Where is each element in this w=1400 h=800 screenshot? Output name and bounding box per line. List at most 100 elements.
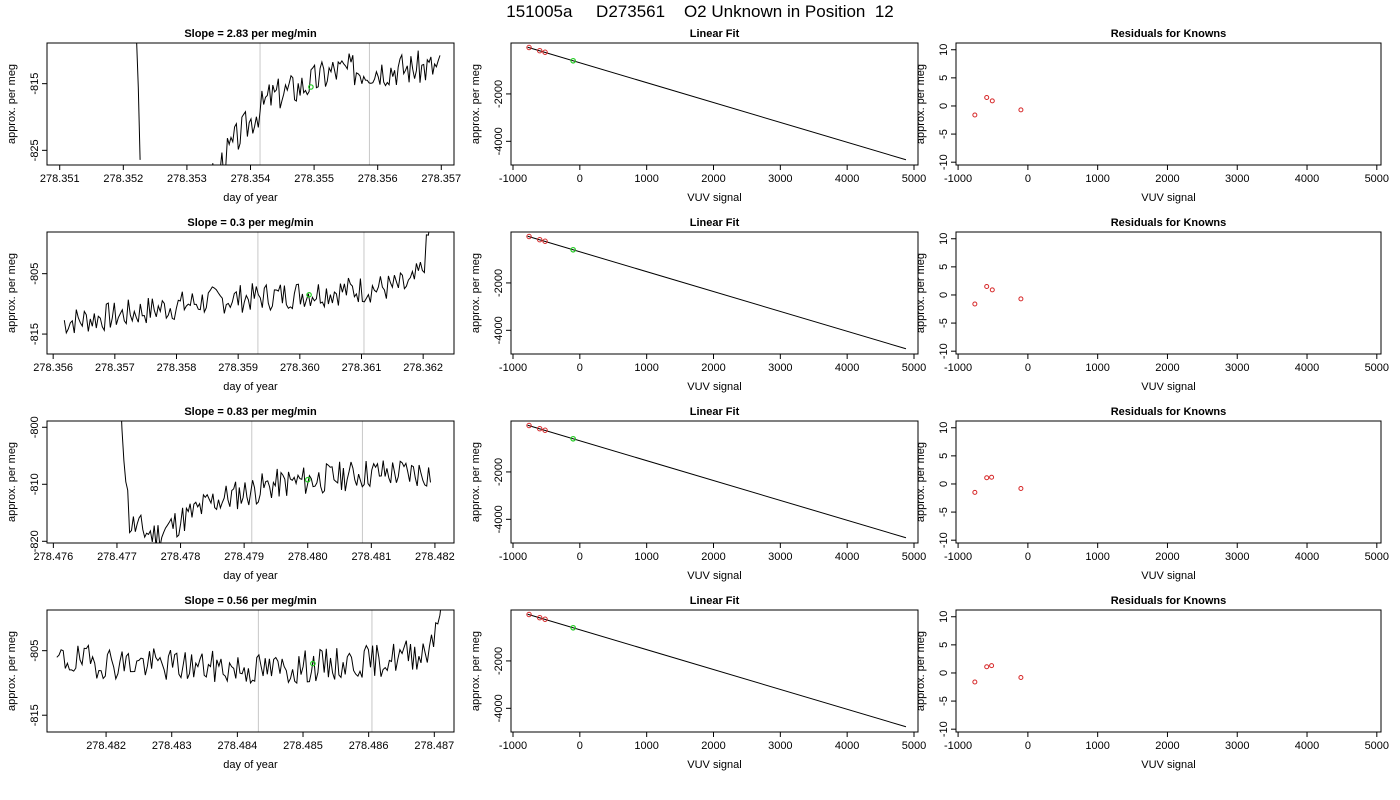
plot-frame: [510, 420, 919, 544]
y-tick-label: -5: [938, 129, 950, 139]
panel-3-3: Residuals for Knowns -1000 0 1000 2000 3000 40…: [915, 406, 1389, 582]
unknown-point: [308, 84, 314, 90]
x-tick-label: 3000: [1225, 362, 1249, 374]
plot-frame: [955, 420, 1382, 544]
y-tick-label: -815: [29, 323, 41, 345]
x-tick-label: 278.356: [33, 362, 73, 374]
known-point: [542, 238, 548, 244]
x-axis-label: VUV signal: [1141, 570, 1195, 582]
residual-point: [989, 474, 995, 480]
x-tick-label: -1000: [944, 173, 972, 185]
panel-3-1: Slope = 0.83 per meg/min 278.476 278.477 27…: [6, 406, 455, 582]
known-point: [537, 614, 543, 621]
x-tick-label: 278.481: [351, 551, 391, 563]
panel-title: Slope = 0.83 per meg/min: [184, 406, 317, 418]
x-tick-label: 0: [577, 362, 583, 374]
panel-title: Linear Fit: [690, 595, 740, 607]
x-tick-label: 5000: [1365, 740, 1389, 752]
y-axis-label: approx. per meg: [915, 442, 927, 522]
x-axis-label: day of year: [223, 570, 278, 582]
panel-title: Slope = 0.3 per meg/min: [187, 217, 314, 229]
residual-point: [984, 475, 990, 481]
x-tick-label: 4000: [835, 362, 859, 374]
y-tick-label: 5: [938, 642, 950, 648]
x-tick-label: 2000: [1155, 551, 1179, 563]
residual-point: [989, 98, 995, 104]
panel-title: Residuals for Knowns: [1111, 595, 1227, 607]
panel-2-2: Linear Fit -1000 0 1000 2000 3000 4000 5000 -200…: [470, 217, 926, 393]
x-tick-label: 278.487: [414, 740, 454, 752]
residual-point: [1018, 107, 1024, 113]
x-tick-label: 2000: [701, 362, 725, 374]
x-tick-label: 278.358: [157, 362, 197, 374]
x-tick-label: 0: [1025, 740, 1031, 752]
residual-point: [984, 284, 990, 290]
unknown-point: [570, 435, 576, 442]
x-tick-label: -1000: [944, 362, 972, 374]
y-axis-label: approx. per meg: [915, 253, 927, 333]
panel-2-3: Residuals for Knowns -1000 0 1000 2000 3000 40…: [915, 217, 1389, 393]
fit-line: [527, 424, 907, 539]
x-tick-label: 3000: [768, 173, 792, 185]
plot-frame: [955, 231, 1382, 355]
x-axis-label: day of year: [223, 381, 278, 393]
y-tick-label: -805: [29, 263, 41, 285]
x-tick-label: 3000: [768, 551, 792, 563]
unknown-point: [570, 57, 576, 64]
x-tick-label: 1000: [634, 551, 658, 563]
y-axis-label: approx. per meg: [470, 253, 482, 333]
y-tick-label: 0: [938, 481, 950, 487]
known-point: [537, 236, 543, 243]
known-point: [526, 44, 532, 51]
panel-title: Residuals for Knowns: [1111, 28, 1227, 40]
x-tick-label: 2000: [701, 740, 725, 752]
y-tick-label: -2000: [493, 458, 505, 486]
y-axis-label: approx. per meg: [915, 64, 927, 144]
x-tick-label: 1000: [1085, 173, 1109, 185]
x-tick-label: 4000: [835, 551, 859, 563]
known-point: [542, 616, 548, 622]
x-tick-label: 278.360: [280, 362, 320, 374]
known-point: [526, 233, 532, 240]
x-tick-label: 278.485: [283, 740, 323, 752]
panel-title: Linear Fit: [690, 406, 740, 418]
y-tick-label: -4000: [493, 316, 505, 344]
panel-title: Residuals for Knowns: [1111, 406, 1227, 418]
y-tick-label: 10: [938, 422, 950, 434]
x-tick-label: 278.357: [95, 362, 135, 374]
y-tick-label: -810: [29, 473, 41, 495]
x-tick-label: -1000: [499, 551, 527, 563]
x-axis-label: day of year: [223, 759, 278, 771]
x-tick-label: 278.356: [358, 173, 398, 185]
known-point: [526, 422, 532, 429]
x-tick-label: -1000: [944, 551, 972, 563]
x-tick-label: 278.482: [415, 551, 455, 563]
known-point: [537, 47, 543, 54]
fit-line: [527, 235, 907, 350]
x-tick-label: -1000: [499, 173, 527, 185]
residual-point: [1018, 296, 1024, 302]
x-tick-label: -1000: [499, 362, 527, 374]
x-tick-label: 278.357: [421, 173, 461, 185]
x-tick-label: 3000: [1225, 551, 1249, 563]
y-tick-label: -10: [938, 721, 950, 737]
x-tick-label: 278.359: [218, 362, 258, 374]
y-axis-label: approx. per meg: [915, 631, 927, 711]
x-axis-label: VUV signal: [687, 192, 741, 204]
plot-frame: [955, 42, 1382, 166]
x-tick-label: 278.486: [349, 740, 389, 752]
x-tick-label: 1000: [634, 740, 658, 752]
x-tick-label: 4000: [1295, 362, 1319, 374]
x-tick-label: 2000: [701, 173, 725, 185]
x-tick-label: 0: [577, 551, 583, 563]
x-tick-label: 5000: [902, 551, 926, 563]
x-tick-label: 0: [577, 173, 583, 185]
x-axis-label: VUV signal: [687, 570, 741, 582]
x-tick-label: 278.361: [342, 362, 382, 374]
x-tick-label: 278.362: [403, 362, 443, 374]
y-tick-label: -5: [938, 507, 950, 517]
x-tick-label: 4000: [1295, 551, 1319, 563]
fit-line: [527, 613, 907, 728]
data-series-line: [121, 421, 431, 543]
y-tick-label: 0: [938, 292, 950, 298]
